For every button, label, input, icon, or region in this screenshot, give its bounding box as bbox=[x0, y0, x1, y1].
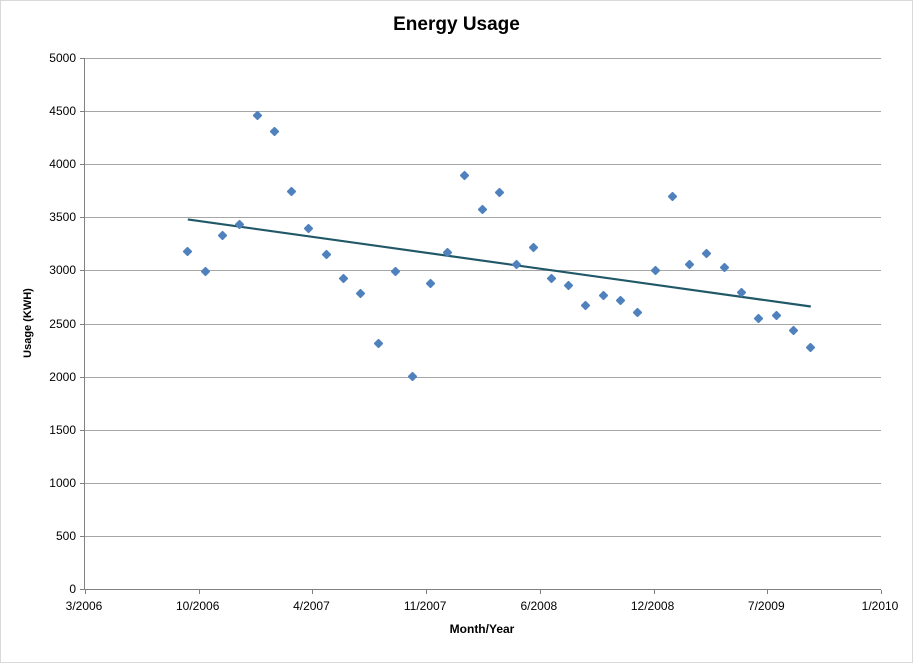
y-axis-label: 4500 bbox=[49, 104, 76, 119]
x-axis-label: 12/2008 bbox=[630, 599, 675, 613]
y-tick-mark bbox=[80, 270, 84, 272]
y-axis-label: 1000 bbox=[49, 475, 76, 490]
y-axis-label: 3000 bbox=[49, 263, 76, 278]
chart-title: Energy Usage bbox=[393, 14, 520, 35]
y-gridline bbox=[85, 535, 881, 537]
x-tick-mark bbox=[198, 590, 200, 594]
y-gridline bbox=[85, 217, 881, 219]
y-axis-label: 1500 bbox=[49, 422, 76, 437]
y-gridline bbox=[85, 482, 881, 484]
x-tick-mark bbox=[426, 590, 428, 594]
x-tick-mark bbox=[881, 590, 882, 594]
y-axis-label: 5000 bbox=[49, 51, 76, 65]
x-axis-label: 6/2008 bbox=[520, 599, 558, 613]
y-tick-mark bbox=[80, 217, 84, 219]
x-axis-label: 4/2007 bbox=[293, 599, 330, 613]
y-axis-label: 2500 bbox=[49, 316, 76, 331]
x-tick-mark bbox=[767, 590, 769, 594]
y-gridline bbox=[85, 323, 881, 325]
y-tick-mark bbox=[80, 429, 84, 431]
y-gridline bbox=[85, 58, 881, 59]
y-tick-mark bbox=[80, 323, 84, 325]
x-tick-mark bbox=[312, 590, 314, 594]
y-tick-mark bbox=[80, 535, 84, 537]
y-gridline bbox=[85, 429, 881, 431]
x-axis-label: 7/2009 bbox=[747, 599, 785, 613]
y-tick-mark bbox=[80, 58, 84, 59]
y-gridline bbox=[85, 111, 881, 113]
y-tick-mark bbox=[80, 589, 84, 590]
y-gridline bbox=[85, 376, 881, 378]
y-axis-label: 4000 bbox=[49, 157, 76, 172]
y-gridline bbox=[85, 164, 881, 166]
x-tick-mark bbox=[653, 590, 655, 594]
y-tick-mark bbox=[80, 376, 84, 378]
x-axis-label: 3/2006 bbox=[65, 599, 103, 613]
y-tick-mark bbox=[80, 482, 84, 484]
y-axis-label: 0 bbox=[69, 582, 76, 596]
x-tick-mark bbox=[85, 590, 86, 594]
y-axis-label: 3500 bbox=[49, 210, 76, 225]
x-axis-title: Month/Year bbox=[449, 622, 515, 636]
x-axis-label: 10/2006 bbox=[176, 599, 220, 613]
x-axis-label: 11/2007 bbox=[403, 599, 447, 613]
plot-area bbox=[80, 58, 882, 594]
x-tick-mark bbox=[539, 590, 541, 594]
y-tick-mark bbox=[80, 164, 84, 166]
x-axis-label: 1/2010 bbox=[861, 599, 899, 613]
y-axis-label: 2000 bbox=[49, 369, 76, 384]
y-tick-mark bbox=[80, 111, 84, 113]
y-axis-label: 500 bbox=[55, 528, 76, 543]
